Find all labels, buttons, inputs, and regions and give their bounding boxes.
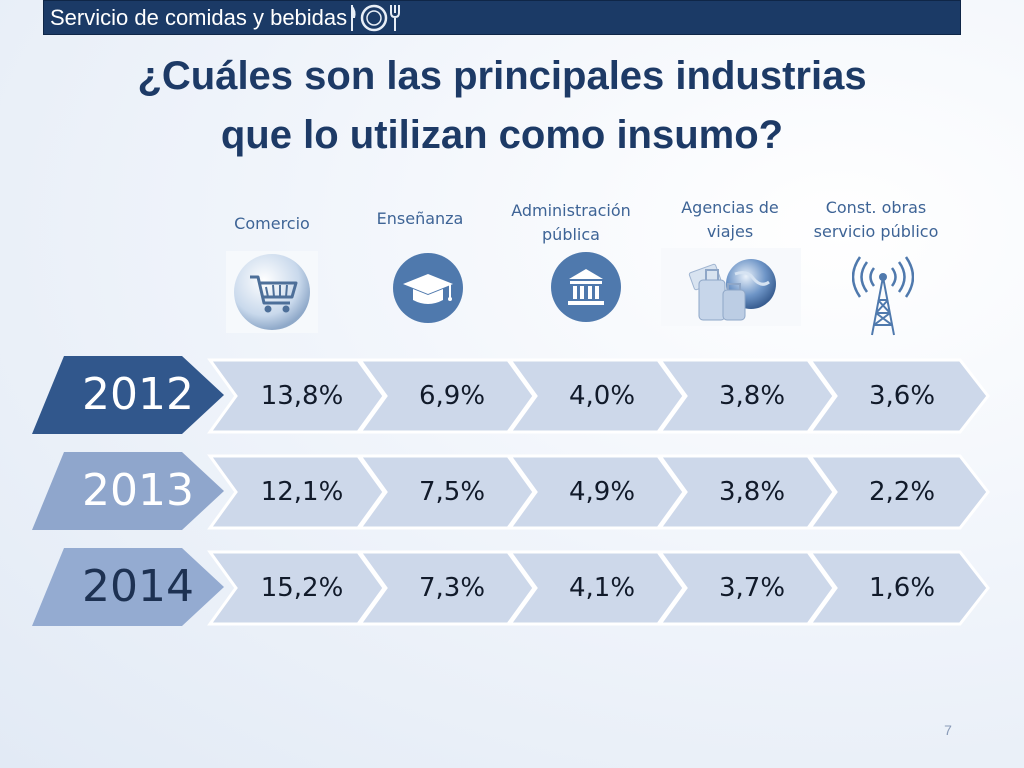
- category-label-comercio: Comercio: [234, 214, 310, 233]
- cell-2013-ensenanza: 7,5%: [418, 477, 486, 507]
- slide-title: ¿Cuáles son las principales industrias q…: [137, 54, 867, 157]
- cell-2014-const-obras: 1,6%: [868, 573, 936, 603]
- cell-2013-agencias: 3,8%: [718, 477, 786, 507]
- cell-2012-agencias: 3,8%: [718, 381, 786, 411]
- cutlery-icons: [349, 3, 401, 33]
- fork-icon: [390, 4, 401, 31]
- cell-2013-const-obras: 2,2%: [868, 477, 936, 507]
- year-label-2012: 2012: [82, 369, 194, 420]
- cell-2012-comercio: 13,8%: [260, 381, 344, 411]
- row-2012: [32, 356, 990, 434]
- knife-icon: [351, 4, 356, 31]
- radio-tower-icon: [852, 256, 914, 336]
- government-building-icon: [551, 252, 621, 322]
- page-number: 7: [944, 722, 952, 738]
- category-label-agencias: Agencias de viajes: [681, 198, 779, 241]
- plate-icon: [360, 4, 388, 31]
- cell-2014-comercio: 15,2%: [260, 573, 344, 603]
- category-label-ensenanza: Enseñanza: [376, 209, 464, 228]
- cell-2012-const-obras: 3,6%: [868, 381, 936, 411]
- year-label-2013: 2013: [82, 465, 194, 516]
- graduation-cap-icon: [393, 253, 463, 323]
- category-label-const-obras: Const. obras servicio público: [813, 198, 939, 241]
- cell-2014-ensenanza: 7,3%: [418, 573, 486, 603]
- header-bar: Servicio de comidas y bebidas: [43, 0, 961, 35]
- cell-2013-administracion: 4,9%: [568, 477, 636, 507]
- year-label-2014: 2014: [82, 561, 194, 612]
- header-title: Servicio de comidas y bebidas: [50, 4, 348, 30]
- category-label-administracion: Administración pública: [511, 201, 631, 244]
- row-2014: [32, 548, 990, 626]
- cell-2013-comercio: 12,1%: [260, 477, 344, 507]
- cell-2014-administracion: 4,1%: [568, 573, 636, 603]
- cell-2014-agencias: 3,7%: [718, 573, 786, 603]
- luggage-globe-icon: [661, 248, 801, 326]
- cell-2012-administracion: 4,0%: [568, 381, 636, 411]
- shopping-cart-icon: [226, 251, 318, 333]
- row-2013: [32, 452, 990, 530]
- cell-2012-ensenanza: 6,9%: [418, 381, 486, 411]
